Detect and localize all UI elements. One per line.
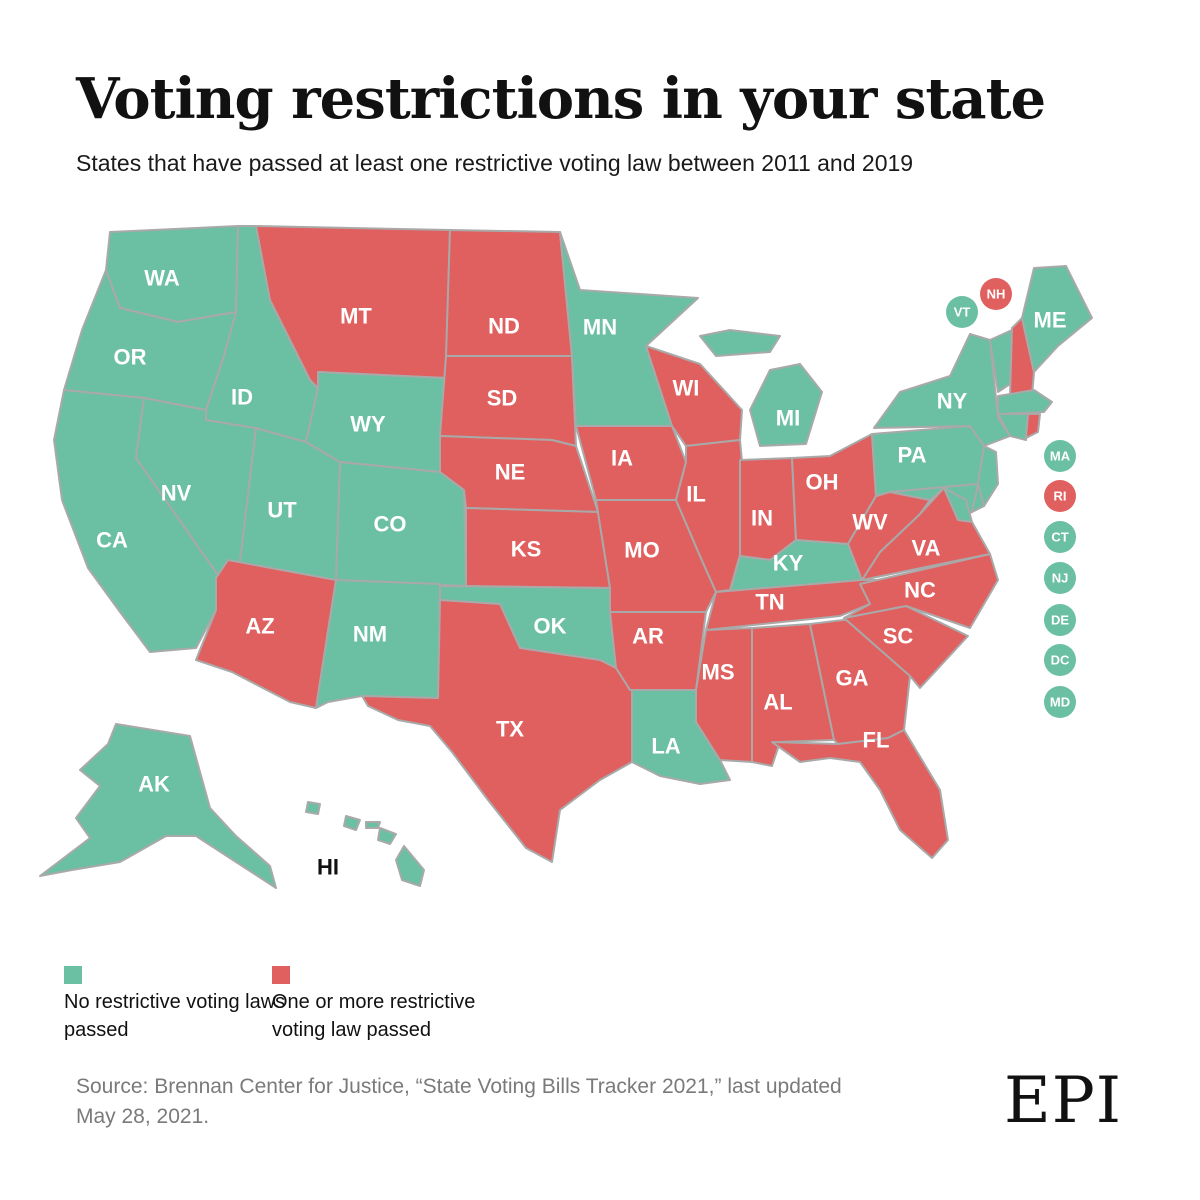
state-label-fl: FL [863,728,890,753]
state-label-wv: WV [852,510,888,535]
state-ny[interactable] [873,333,1011,447]
legend-label-none: No restrictive voting laws passed [64,991,286,1041]
svg-text:NH: NH [987,287,1006,302]
state-label-ca: CA [96,528,128,553]
state-label-me: ME [1034,308,1067,333]
state-label-wi: WI [673,376,700,401]
state-hi-oahu[interactable] [343,815,361,831]
state-label-wa: WA [144,266,180,291]
badge-nj[interactable]: NJ [1044,562,1076,594]
state-label-la: LA [651,734,680,759]
state-hi-maui[interactable] [377,827,397,845]
state-ri[interactable] [1025,413,1041,439]
state-fl[interactable] [771,729,949,859]
state-ct[interactable] [997,413,1029,441]
state-label-mi: MI [776,406,800,431]
state-label-sd: SD [487,386,518,411]
state-label-ia: IA [611,446,633,471]
state-mi-upper[interactable] [699,329,781,357]
svg-text:MD: MD [1050,695,1070,710]
state-nj[interactable] [977,445,999,507]
state-label-mo: MO [624,538,659,563]
state-label-az: AZ [245,614,274,639]
state-label-nv: NV [161,481,192,506]
state-label-id: ID [231,385,253,410]
state-nh[interactable] [1009,317,1035,397]
state-label-ky: KY [773,551,804,576]
state-label-tn: TN [755,590,784,615]
state-ma[interactable] [997,389,1053,415]
legend-swatch-none [64,966,82,984]
state-label-mn: MN [583,315,617,340]
badge-ct[interactable]: CT [1044,521,1076,553]
state-label-tx: TX [496,717,524,742]
svg-text:DE: DE [1051,613,1069,628]
state-label-ne: NE [495,460,526,485]
svg-text:CT: CT [1051,530,1068,545]
state-label-co: CO [374,512,407,537]
state-nc[interactable] [843,553,999,629]
state-ak[interactable] [39,723,277,889]
badge-vt[interactable]: VT [946,296,978,328]
badge-de[interactable]: DE [1044,604,1076,636]
svg-text:MA: MA [1050,449,1071,464]
state-label-ms: MS [702,660,735,685]
source-note: Source: Brennan Center for Justice, “Sta… [76,1075,842,1128]
badge-dc[interactable]: DC [1044,644,1076,676]
state-label-pa: PA [898,443,927,468]
state-me[interactable] [1021,265,1093,373]
badge-md[interactable]: MD [1044,686,1076,718]
badge-nh[interactable]: NH [980,278,1012,310]
state-dc[interactable] [943,487,973,523]
badge-ma[interactable]: MA [1044,440,1076,472]
state-tx[interactable] [361,599,633,863]
svg-text:VT: VT [954,305,971,320]
state-label-in: IN [751,506,773,531]
state-label-ut: UT [267,498,297,523]
page-subtitle: States that have passed at least one res… [76,150,914,176]
state-label-al: AL [763,690,792,715]
state-label-ga: GA [836,666,869,691]
state-label-ok: OK [534,614,567,639]
badge-ri[interactable]: RI [1044,480,1076,512]
svg-text:RI: RI [1054,489,1067,504]
state-label-ar: AR [632,624,664,649]
svg-text:NJ: NJ [1052,571,1069,586]
state-label-ks: KS [511,537,542,562]
state-mi[interactable] [749,363,823,447]
state-label-oh: OH [806,470,839,495]
state-label-wy: WY [350,412,386,437]
state-label-nc: NC [904,578,936,603]
state-hi-kauai[interactable] [305,801,321,815]
state-label-va: VA [912,536,941,561]
svg-text:DC: DC [1051,653,1070,668]
legend-label-restrictive: One or more restrictive voting law passe… [272,991,476,1041]
legend-swatch-restrictive [272,966,290,984]
state-label-hi: HI [317,855,339,880]
state-label-ny: NY [937,389,968,414]
state-label-mt: MT [340,304,372,329]
state-label-sc: SC [883,624,914,649]
state-label-ak: AK [138,772,170,797]
state-label-or: OR [114,345,147,370]
state-label-nm: NM [353,622,387,647]
state-hi[interactable] [395,845,425,887]
page-title: Voting restrictions in your state [76,66,1046,132]
state-label-nd: ND [488,314,520,339]
state-hi-molokai[interactable] [365,821,381,829]
epi-logo: EPI [1004,1064,1123,1138]
state-label-il: IL [686,482,706,507]
